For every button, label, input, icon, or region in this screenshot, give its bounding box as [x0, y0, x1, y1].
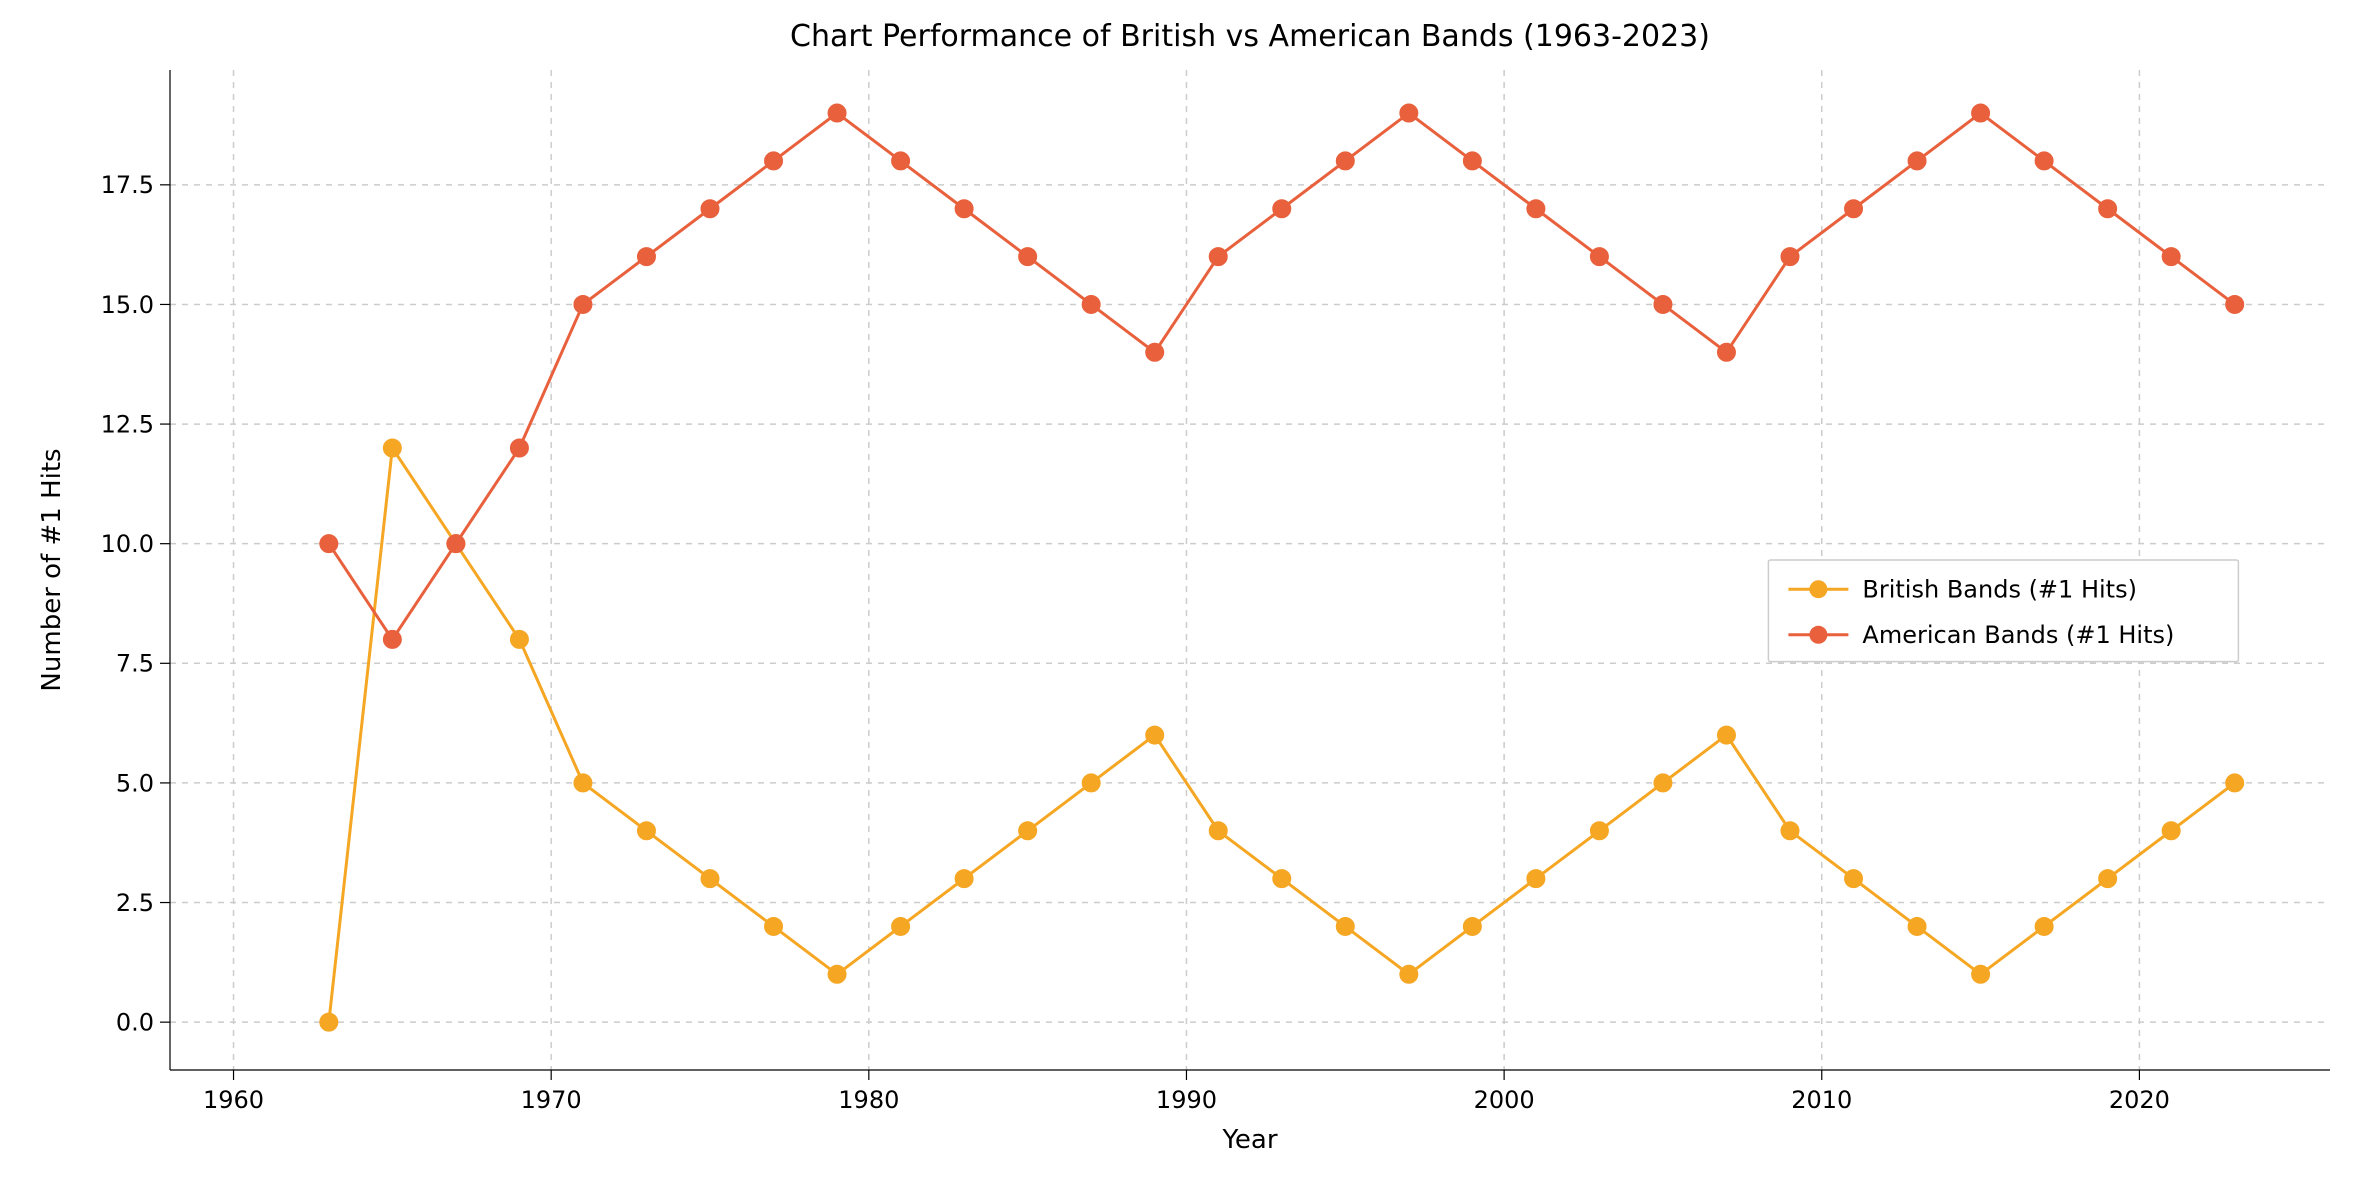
series-marker-0 [1781, 822, 1799, 840]
series-marker-1 [637, 248, 655, 266]
y-tick-label: 17.5 [101, 171, 154, 199]
series-marker-1 [1082, 295, 1100, 313]
legend: British Bands (#1 Hits) American Bands (#… [1768, 560, 2238, 662]
series-marker-0 [510, 630, 528, 648]
series-marker-1 [1273, 200, 1291, 218]
series-marker-1 [1781, 248, 1799, 266]
series-marker-0 [1019, 822, 1037, 840]
series-marker-1 [574, 295, 592, 313]
series-marker-0 [2226, 774, 2244, 792]
x-tick-label: 2010 [1791, 1086, 1852, 1114]
series-marker-0 [1717, 726, 1735, 744]
series-marker-1 [701, 200, 719, 218]
series-marker-0 [2035, 917, 2053, 935]
line-chart: 1960 1970 1980 1990 2000 2010 2020 0.0 2.5 5.0 7.5… [0, 0, 2380, 1180]
series-marker-0 [828, 965, 846, 983]
x-tick-label: 2000 [1474, 1086, 1535, 1114]
series-marker-1 [1590, 248, 1608, 266]
series-marker-1 [765, 152, 783, 170]
series-marker-0 [1273, 870, 1291, 888]
series-marker-1 [955, 200, 973, 218]
x-tick-label: 1970 [521, 1086, 582, 1114]
x-tick-label: 1960 [203, 1086, 264, 1114]
x-axis-label: Year [1221, 1125, 1277, 1155]
series-marker-1 [2035, 152, 2053, 170]
series-marker-0 [1463, 917, 1481, 935]
y-tick-label: 7.5 [116, 650, 154, 678]
series-marker-0 [955, 870, 973, 888]
series-marker-1 [1146, 343, 1164, 361]
series-marker-1 [1654, 295, 1672, 313]
series-marker-0 [701, 870, 719, 888]
series-marker-1 [1908, 152, 1926, 170]
series-marker-0 [1908, 917, 1926, 935]
chart-container: 1960 1970 1980 1990 2000 2010 2020 0.0 2.5 5.0 7.5… [0, 0, 2380, 1180]
series-marker-0 [1209, 822, 1227, 840]
series-marker-1 [2226, 295, 2244, 313]
series-marker-1 [892, 152, 910, 170]
series-marker-0 [383, 439, 401, 457]
y-tick-label: 12.5 [101, 410, 154, 438]
y-tick-label: 15.0 [101, 291, 154, 319]
series-marker-1 [2099, 200, 2117, 218]
series-marker-0 [2099, 870, 2117, 888]
legend-label: American Bands (#1 Hits) [1862, 621, 2174, 649]
series-marker-0 [1146, 726, 1164, 744]
series-marker-0 [637, 822, 655, 840]
series-marker-1 [383, 630, 401, 648]
series-marker-0 [574, 774, 592, 792]
y-tick-label: 0.0 [116, 1009, 154, 1037]
chart-title: Chart Performance of British vs American… [790, 19, 1710, 54]
series-marker-1 [510, 439, 528, 457]
y-tick-label: 10.0 [101, 530, 154, 558]
series-marker-1 [1336, 152, 1354, 170]
y-axis-label: Number of #1 Hits [37, 448, 67, 691]
series-marker-0 [1845, 870, 1863, 888]
series-marker-1 [1400, 104, 1418, 122]
series-marker-0 [1590, 822, 1608, 840]
series-marker-0 [1082, 774, 1100, 792]
x-tick-label: 1990 [1156, 1086, 1217, 1114]
series-marker-1 [320, 535, 338, 553]
y-tick-label: 5.0 [116, 769, 154, 797]
series-marker-1 [447, 535, 465, 553]
series-marker-1 [1527, 200, 1545, 218]
series-marker-0 [1972, 965, 1990, 983]
series-marker-1 [1717, 343, 1735, 361]
series-marker-0 [1654, 774, 1672, 792]
series-marker-1 [1463, 152, 1481, 170]
legend-label: British Bands (#1 Hits) [1862, 576, 2137, 604]
series-marker-0 [1527, 870, 1545, 888]
series-marker-1 [1845, 200, 1863, 218]
series-marker-0 [892, 917, 910, 935]
series-marker-1 [1972, 104, 1990, 122]
series-marker-0 [765, 917, 783, 935]
series-marker-1 [1209, 248, 1227, 266]
x-tick-label: 2020 [2109, 1086, 2170, 1114]
series-marker-1 [828, 104, 846, 122]
series-marker-0 [1400, 965, 1418, 983]
y-tick-label: 2.5 [116, 889, 154, 917]
series-marker-0 [1336, 917, 1354, 935]
series-marker-0 [320, 1013, 338, 1031]
series-marker-1 [2162, 248, 2180, 266]
series-marker-0 [2162, 822, 2180, 840]
x-tick-label: 1980 [838, 1086, 899, 1114]
series-marker-1 [1019, 248, 1037, 266]
